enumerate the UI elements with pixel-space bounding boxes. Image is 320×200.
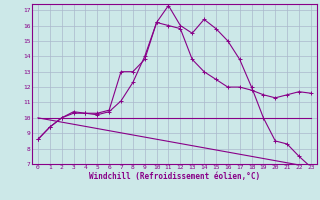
X-axis label: Windchill (Refroidissement éolien,°C): Windchill (Refroidissement éolien,°C) bbox=[89, 172, 260, 181]
